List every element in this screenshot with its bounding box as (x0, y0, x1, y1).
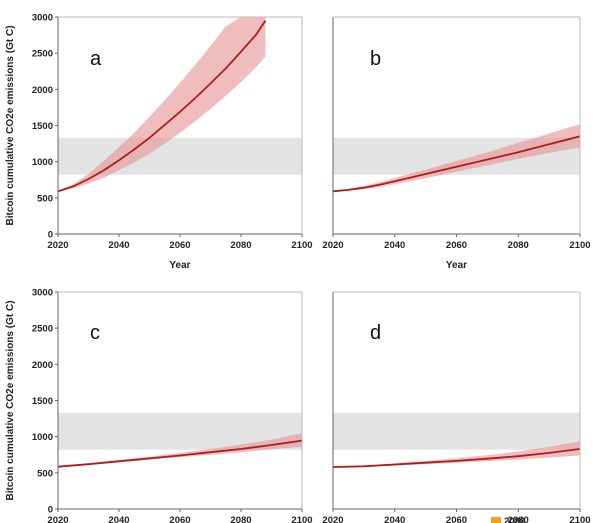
x-tick-label: 2020 (322, 515, 343, 523)
series-line-1 (333, 448, 580, 468)
plot-area (333, 441, 580, 468)
plot-area (58, 17, 267, 193)
y-axis-title: Bitcoin cumulative CO2e emissions (Gt C) (5, 300, 16, 500)
y-axis-title: Bitcoin cumulative CO2e emissions (Gt C) (5, 25, 16, 225)
chart-panel-b: 2020 2040 2060 2080 2100 Year b (322, 16, 591, 271)
x-tick-label: 2020 (322, 240, 343, 251)
y-tick-label: 1000 (32, 157, 53, 168)
panels: 2020 2040 2060 2080 2100 0 500 1000 1500 2000 2500… (5, 13, 591, 523)
y-tick-label: 2500 (32, 49, 53, 60)
y-tick-label: 500 (37, 468, 53, 479)
y-tick-label: 500 (37, 193, 53, 204)
y-tick-label: 0 (48, 505, 53, 516)
panel-letter: a (90, 48, 102, 70)
x-axis-title: Year (169, 260, 190, 271)
series-line-1 (58, 20, 267, 193)
legend-label: 2080 (504, 516, 525, 523)
x-tick-label: 2040 (108, 515, 129, 523)
x-tick-label: 2080 (508, 515, 529, 523)
x-tick-label: 2040 (108, 240, 129, 251)
x-tick-label: 2020 (47, 515, 68, 523)
y-tick-label: 1000 (32, 432, 53, 443)
plot-area (333, 124, 580, 193)
y-tick-label: 3000 (32, 13, 53, 24)
y-tick-label: 2000 (32, 85, 53, 96)
x-tick-label: 2060 (446, 515, 467, 523)
chart-panel-d: 2020 2040 2060 2080 2100 d (322, 291, 591, 523)
x-tick-label: 2020 (47, 240, 68, 251)
plot-area (58, 433, 302, 468)
uncertainty-band-1 (58, 433, 302, 467)
x-tick-label: 2100 (569, 240, 590, 251)
y-tick-label: 3000 (32, 288, 53, 299)
panel-letter: c (90, 322, 100, 344)
legend: 2080 (491, 516, 525, 523)
panel-letter: d (370, 322, 381, 344)
chart-panel-c: 2020 2040 2060 2080 2100 0 500 1000 1500 2000 2500… (5, 288, 313, 523)
y-tick-label: 2500 (32, 324, 53, 335)
x-tick-label: 2060 (169, 515, 190, 523)
x-tick-label: 2100 (569, 515, 590, 523)
x-tick-label: 2040 (384, 240, 405, 251)
x-tick-label: 2080 (230, 240, 251, 251)
x-tick-label: 2080 (230, 515, 251, 523)
x-axis-title: Year (446, 260, 467, 271)
y-tick-label: 0 (48, 230, 53, 241)
x-tick-label: 2040 (384, 515, 405, 523)
series-line-1 (333, 135, 580, 193)
y-tick-label: 1500 (32, 121, 53, 132)
x-tick-label: 2080 (508, 240, 529, 251)
x-tick-label: 2060 (446, 240, 467, 251)
reference-band (333, 412, 580, 450)
uncertainty-band-1 (58, 17, 266, 192)
series-line-1 (58, 439, 302, 468)
y-tick-label: 2000 (32, 360, 53, 371)
x-tick-label: 2100 (291, 240, 312, 251)
x-tick-label: 2060 (169, 240, 190, 251)
chart-panel-a: 2020 2040 2060 2080 2100 0 500 1000 1500 2000 2500… (5, 13, 313, 272)
y-tick-label: 1500 (32, 396, 53, 407)
legend-swatch (491, 517, 501, 523)
panel-letter: b (370, 48, 381, 70)
x-tick-label: 2100 (291, 515, 312, 523)
